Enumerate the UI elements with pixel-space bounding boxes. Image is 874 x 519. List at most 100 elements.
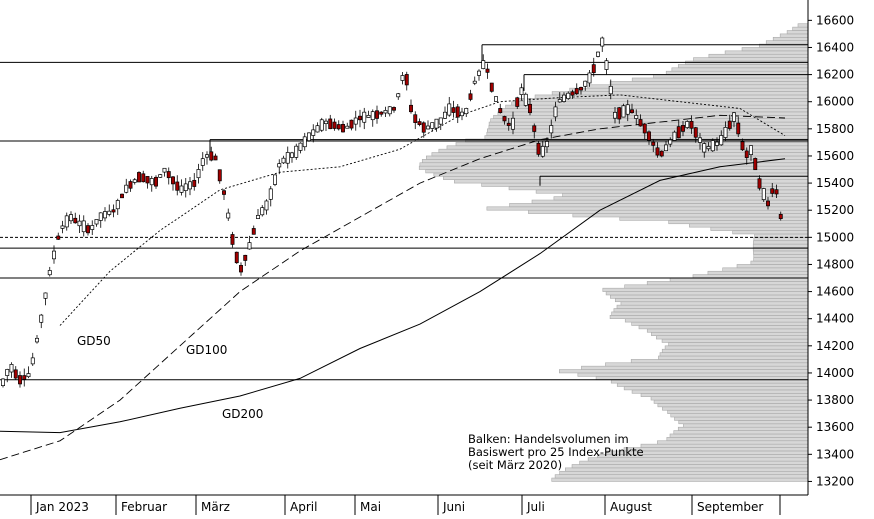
- candle-body-21: [90, 225, 95, 230]
- candle-171: [727, 114, 732, 131]
- candle-body-109: [464, 108, 469, 115]
- volume-bar-9: [623, 447, 809, 452]
- candle-body-64: [273, 174, 277, 185]
- candle-body-23: [98, 212, 103, 221]
- volume-bar-46: [631, 321, 809, 326]
- volume-bar-33: [581, 365, 809, 370]
- candle-83: [353, 110, 358, 131]
- candle-130: [553, 101, 558, 122]
- candle-93: [396, 92, 401, 100]
- candle-body-151: [642, 123, 647, 134]
- candle-176: [749, 145, 753, 161]
- candle-body-74: [315, 125, 320, 133]
- candle-body-87: [370, 111, 375, 121]
- volume-bar-62: [722, 267, 809, 272]
- candle-body-78: [332, 121, 337, 129]
- x-tick-label-7: August: [610, 500, 652, 514]
- candle-2: [9, 362, 14, 378]
- candle-body-3: [13, 369, 18, 379]
- candle-37: [158, 173, 163, 178]
- volume-bar-64: [750, 260, 809, 265]
- candle-53: [226, 208, 231, 221]
- candle-90: [383, 106, 388, 117]
- candle-body-35: [149, 178, 154, 186]
- candle-body-42: [179, 185, 184, 193]
- candle-body-39: [166, 171, 171, 179]
- candle-body-49: [209, 151, 214, 161]
- candle-145: [617, 106, 622, 124]
- candle-161: [685, 120, 690, 129]
- candle-55: [234, 251, 239, 264]
- candle-body-82: [349, 119, 354, 129]
- x-tick-label-5: Juni: [442, 500, 465, 514]
- candle-121: [515, 96, 520, 109]
- candle-126: [536, 140, 541, 157]
- candle-68: [290, 151, 294, 163]
- volume-bar-41: [661, 338, 809, 343]
- candle-168: [715, 137, 719, 151]
- candle-18: [77, 214, 82, 233]
- candle-body-45: [192, 179, 197, 187]
- candle-138: [587, 69, 592, 87]
- candle-38: [162, 167, 167, 177]
- candle-body-59: [251, 228, 256, 235]
- candle-31: [132, 178, 137, 185]
- volume-bar-72: [754, 233, 809, 238]
- y-tick-label-2: 13600: [816, 420, 854, 434]
- candle-48: [205, 151, 209, 165]
- candle-body-99: [421, 122, 426, 133]
- volume-bar-16: [683, 423, 809, 428]
- candle-body-177: [753, 158, 758, 171]
- candle-115: [489, 82, 494, 93]
- candle-177: [753, 157, 758, 171]
- candle-1: [5, 368, 10, 383]
- volume-bar-90: [433, 172, 809, 177]
- candle-body-120: [511, 117, 515, 130]
- volume-bar-124: [693, 57, 809, 62]
- volume-bar-111: [511, 101, 809, 106]
- volume-bar-88: [454, 179, 809, 184]
- candle-24: [103, 207, 107, 222]
- candle-body-60: [256, 215, 260, 219]
- candle-75: [319, 117, 324, 133]
- candle-27: [115, 198, 120, 215]
- volume-bar-29: [610, 379, 809, 384]
- volume-bar-49: [611, 311, 809, 316]
- candle-78: [332, 118, 337, 131]
- candle-body-181: [770, 188, 775, 194]
- candle-85: [362, 107, 367, 130]
- candle-151: [642, 123, 647, 140]
- candle-body-58: [247, 242, 252, 250]
- volume-bar-35: [630, 359, 809, 364]
- volume-bar-119: [653, 74, 809, 79]
- candle-body-134: [570, 91, 575, 96]
- candle-163: [693, 126, 698, 143]
- candle-body-95: [404, 74, 409, 86]
- volume-bar-54: [610, 294, 809, 299]
- candle-body-150: [638, 119, 643, 127]
- candle-100: [426, 120, 430, 130]
- candle-157: [668, 137, 673, 148]
- candle-body-155: [659, 150, 664, 157]
- candle-14: [60, 220, 65, 234]
- candle-body-160: [681, 125, 685, 132]
- volume-bar-3: [565, 467, 809, 472]
- candle-body-67: [285, 152, 290, 164]
- candle-body-166: [706, 146, 711, 150]
- volume-bar-44: [646, 328, 809, 333]
- volume-bar-85: [535, 189, 809, 194]
- candle-70: [298, 142, 303, 154]
- volume-bar-42: [656, 335, 809, 340]
- candle-42: [179, 179, 184, 196]
- candle-body-10: [43, 292, 48, 299]
- candle-body-156: [664, 144, 668, 152]
- candle-body-175: [744, 150, 749, 158]
- candle-94: [400, 72, 405, 85]
- candle-body-138: [587, 72, 592, 84]
- candle-body-170: [723, 127, 728, 138]
- candle-79: [336, 120, 341, 131]
- candle-body-40: [171, 176, 175, 185]
- candle-34: [145, 176, 150, 189]
- candle-body-61: [260, 207, 265, 216]
- candle-160: [681, 121, 685, 137]
